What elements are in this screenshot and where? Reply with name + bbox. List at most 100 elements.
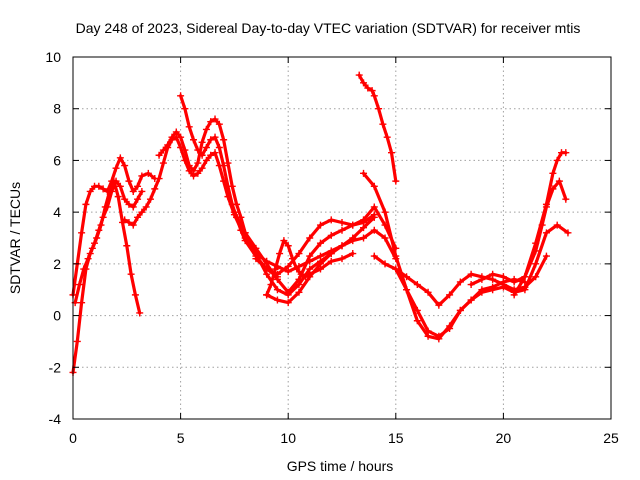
- data-point-marker: [280, 237, 288, 245]
- data-point-marker: [532, 247, 540, 255]
- data-point-marker: [129, 221, 137, 229]
- data-point-marker: [211, 149, 219, 157]
- data-point-marker: [327, 257, 335, 265]
- data-point-marker: [181, 146, 189, 154]
- data-point-marker: [295, 288, 303, 296]
- series-arc-10: [263, 237, 357, 299]
- data-point-marker: [202, 156, 210, 164]
- y-tick-label: 2: [53, 256, 61, 272]
- data-point-marker: [360, 169, 368, 177]
- data-point-marker: [306, 234, 314, 242]
- data-point-marker: [553, 156, 561, 164]
- data-point-marker: [381, 234, 389, 242]
- data-point-marker: [562, 195, 570, 203]
- data-point-marker: [129, 187, 137, 195]
- data-point-marker: [360, 234, 368, 242]
- data-point-marker: [295, 275, 303, 283]
- x-tick-label: 15: [388, 430, 404, 446]
- data-point-marker: [413, 317, 421, 325]
- data-point-marker: [230, 208, 238, 216]
- data-point-marker: [207, 151, 215, 159]
- data-point-marker: [349, 221, 357, 229]
- data-point-marker: [532, 260, 540, 268]
- data-point-marker: [159, 159, 167, 167]
- data-point-marker: [297, 270, 305, 278]
- data-point-marker: [295, 250, 303, 258]
- data-point-marker: [360, 79, 368, 87]
- x-tick-label: 25: [603, 430, 619, 446]
- data-point-marker: [284, 288, 292, 296]
- data-point-marker: [198, 164, 206, 172]
- data-point-marker: [190, 167, 198, 175]
- y-tick-label: -4: [49, 411, 62, 427]
- data-point-marker: [364, 84, 372, 92]
- data-point-marker: [370, 182, 378, 190]
- data-point-marker: [110, 177, 118, 185]
- data-point-marker: [499, 283, 507, 291]
- data-point-marker: [228, 200, 236, 208]
- data-point-marker: [424, 288, 432, 296]
- data-point-marker: [125, 177, 133, 185]
- data-point-marker: [207, 118, 215, 126]
- data-point-marker: [499, 273, 507, 281]
- data-point-marker: [129, 203, 137, 211]
- data-point-marker: [316, 265, 324, 273]
- data-point-marker: [338, 218, 346, 226]
- data-point-marker: [489, 270, 497, 278]
- data-point-marker: [252, 255, 260, 263]
- data-point-marker: [338, 226, 346, 234]
- data-point-marker: [86, 187, 94, 195]
- data-point-marker: [267, 281, 275, 289]
- data-point-marker: [134, 195, 142, 203]
- data-point-marker: [194, 169, 202, 177]
- data-point-marker: [185, 162, 193, 170]
- data-point-marker: [271, 265, 279, 273]
- series-line: [232, 205, 398, 294]
- data-point-marker: [121, 162, 129, 170]
- data-point-marker: [125, 200, 133, 208]
- data-point-marker: [521, 286, 529, 294]
- data-point-marker: [202, 125, 210, 133]
- data-point-marker: [301, 273, 309, 281]
- data-point-marker: [207, 136, 215, 144]
- data-point-marker: [456, 306, 464, 314]
- data-point-marker: [252, 244, 260, 252]
- grid: [73, 57, 611, 419]
- y-axis-label: SDTVAR / TECUs: [7, 182, 23, 294]
- data-point-marker: [532, 273, 540, 281]
- series-arc-16: [510, 177, 570, 299]
- data-point-marker: [151, 185, 159, 193]
- data-point-marker: [136, 309, 144, 317]
- data-point-marker: [97, 221, 105, 229]
- data-point-marker: [177, 92, 185, 100]
- data-point-marker: [542, 252, 550, 260]
- data-point-marker: [106, 187, 114, 195]
- data-point-marker: [99, 185, 107, 193]
- data-point-marker: [95, 182, 103, 190]
- data-point-marker: [273, 296, 281, 304]
- data-point-marker: [125, 218, 133, 226]
- data-point-marker: [78, 299, 86, 307]
- data-point-marker: [521, 273, 529, 281]
- data-point-marker: [403, 273, 411, 281]
- data-point-marker: [101, 203, 109, 211]
- data-point-marker: [263, 291, 271, 299]
- data-point-marker: [224, 182, 232, 190]
- data-point-marker: [383, 133, 391, 141]
- y-tick-label: -2: [49, 359, 62, 375]
- data-point-marker: [172, 128, 180, 136]
- data-point-marker: [553, 221, 561, 229]
- data-point-marker: [413, 306, 421, 314]
- data-point-marker: [168, 133, 176, 141]
- data-point-marker: [370, 252, 378, 260]
- data-point-marker: [75, 281, 83, 289]
- data-point-marker: [121, 195, 129, 203]
- data-point-marker: [510, 278, 518, 286]
- data-point-marker: [435, 332, 443, 340]
- data-point-marker: [159, 146, 167, 154]
- data-point-marker: [114, 193, 122, 201]
- data-point-marker: [276, 250, 284, 258]
- series-arc-5: [155, 115, 335, 299]
- series-line: [361, 171, 527, 341]
